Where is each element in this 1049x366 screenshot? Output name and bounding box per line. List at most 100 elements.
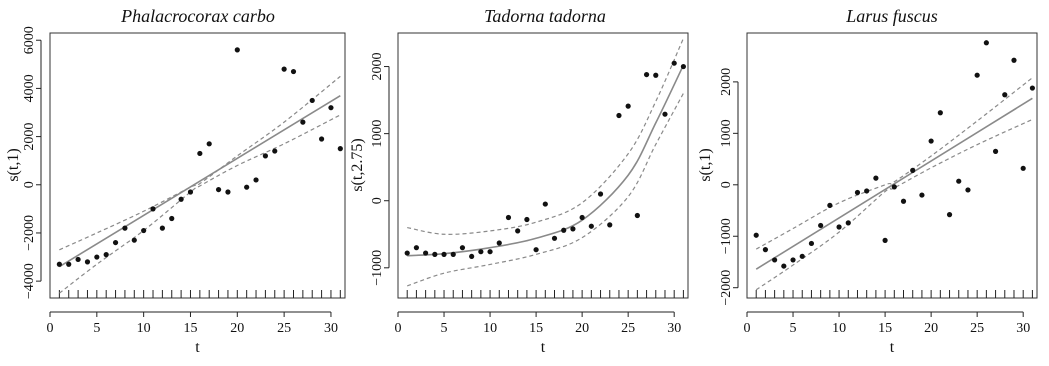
data-point xyxy=(75,256,81,263)
data-point xyxy=(937,110,943,116)
data-point xyxy=(561,227,567,233)
data-point xyxy=(597,191,604,197)
data-point xyxy=(515,228,521,234)
data-point xyxy=(983,40,989,46)
confidence-band-lower xyxy=(755,118,1033,291)
data-point xyxy=(974,72,980,78)
x-axis-label: t xyxy=(890,339,895,356)
fitted-curve xyxy=(407,64,685,257)
x-tick-label: 20 xyxy=(575,321,589,336)
panel-2: Tadorna tadorna 0 5 10 15 20 25 30 t −1000 0 1000 20… xyxy=(349,6,689,356)
data-point xyxy=(469,253,475,260)
y-tick-label: −2000 xyxy=(719,270,734,306)
confidence-band-upper xyxy=(59,75,341,251)
data-point xyxy=(262,153,268,159)
data-point xyxy=(864,188,870,194)
data-point xyxy=(662,111,668,117)
panel-title: Phalacrocorax carbo xyxy=(120,6,275,26)
y-tick-label: 0 xyxy=(719,181,734,188)
data-point xyxy=(300,119,306,125)
data-point xyxy=(762,247,769,253)
x-tick-label: 15 xyxy=(878,321,892,336)
data-point xyxy=(653,72,659,78)
y-tick-label: −2000 xyxy=(22,215,37,251)
data-point xyxy=(781,263,787,269)
x-tick-label: 15 xyxy=(529,321,543,336)
data-point xyxy=(505,214,512,221)
data-point xyxy=(588,223,594,229)
data-point xyxy=(607,222,613,228)
data-point xyxy=(680,63,686,70)
panel-3: Larus fuscus 0 5 10 15 20 25 30 t −2000 −1000 0 1000… xyxy=(697,6,1038,356)
data-point xyxy=(169,215,175,222)
data-point xyxy=(533,247,539,253)
data-point xyxy=(487,249,493,255)
data-point xyxy=(215,186,222,193)
x-tick-label: 10 xyxy=(137,321,151,336)
data-point xyxy=(873,175,879,181)
data-point xyxy=(496,240,502,246)
data-point xyxy=(671,60,677,66)
data-point xyxy=(1011,57,1017,63)
data-point xyxy=(318,136,325,142)
data-point xyxy=(103,252,109,258)
plot-frame xyxy=(49,32,346,299)
x-tick-label: 10 xyxy=(832,321,846,336)
x-tick-label: 30 xyxy=(667,321,681,336)
data-point xyxy=(900,198,907,204)
y-tick-label: 0 xyxy=(370,197,385,204)
data-point xyxy=(818,222,824,229)
data-point xyxy=(946,212,953,218)
data-point xyxy=(753,232,759,238)
data-point xyxy=(634,212,640,219)
data-point xyxy=(187,189,194,195)
data-point xyxy=(643,71,650,78)
data-point xyxy=(225,189,231,195)
data-point xyxy=(122,225,128,231)
data-point xyxy=(244,184,250,190)
data-point xyxy=(965,187,971,193)
data-point xyxy=(772,257,778,263)
data-point xyxy=(478,249,484,255)
data-point xyxy=(112,239,119,246)
y-axis-label: s(t,1) xyxy=(697,148,714,181)
x-axis-label: t xyxy=(541,339,546,356)
x-tick-label: 30 xyxy=(1016,321,1030,336)
data-point xyxy=(450,251,456,257)
data-point xyxy=(579,214,585,221)
data-point xyxy=(253,177,259,183)
data-point xyxy=(337,146,343,152)
y-tick-label: 2000 xyxy=(22,123,37,151)
data-point xyxy=(413,245,420,251)
data-point xyxy=(1002,92,1008,98)
data-point xyxy=(524,216,530,223)
data-point xyxy=(799,253,805,259)
data-point xyxy=(919,192,925,198)
y-tick-label: 4000 xyxy=(22,74,37,102)
data-point xyxy=(56,261,62,267)
data-point xyxy=(141,227,147,234)
data-point xyxy=(432,251,438,257)
y-axis-label: s(t,2.75) xyxy=(349,138,366,191)
x-tick-label: 5 xyxy=(441,321,448,336)
x-tick-label: 20 xyxy=(230,321,244,336)
data-point xyxy=(206,141,212,147)
data-point xyxy=(328,105,334,111)
confidence-band-lower xyxy=(58,114,341,294)
y-tick-label: 1000 xyxy=(719,119,734,147)
data-point xyxy=(836,224,842,230)
data-point xyxy=(956,178,962,184)
y-tick-label: 6000 xyxy=(22,26,37,54)
panel-title: Larus fuscus xyxy=(845,6,938,26)
fitted-curve xyxy=(58,94,341,268)
data-point xyxy=(882,237,888,243)
data-point xyxy=(131,237,137,243)
data-point xyxy=(150,206,156,212)
data-point xyxy=(404,250,410,256)
data-point xyxy=(459,245,466,251)
data-point xyxy=(891,184,897,190)
y-tick-label: 2000 xyxy=(370,53,385,81)
x-tick-label: 5 xyxy=(790,321,797,336)
confidence-band-upper xyxy=(407,38,684,235)
